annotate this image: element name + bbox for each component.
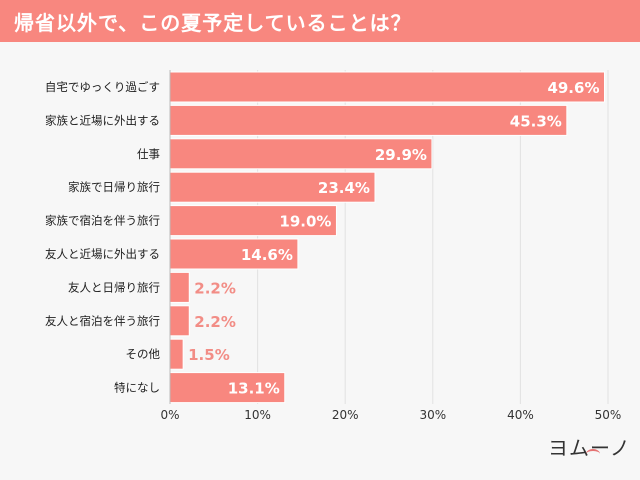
- x-tick-label: 50%: [595, 408, 622, 422]
- x-tick-label: 20%: [332, 408, 359, 422]
- logo-smile-icon: [586, 449, 600, 459]
- data-label: 19.0%: [279, 213, 331, 231]
- data-label: 14.6%: [241, 246, 293, 264]
- bar: [169, 138, 433, 170]
- data-label: 13.1%: [228, 380, 280, 398]
- bar: [169, 238, 299, 270]
- category-label: 特になし: [114, 381, 160, 395]
- category-label: 家族と近場に外出する: [45, 113, 160, 127]
- data-label: 45.3%: [510, 112, 562, 130]
- data-label: 29.9%: [375, 146, 427, 164]
- bar: [169, 372, 286, 404]
- x-tick-label: 30%: [419, 408, 446, 422]
- category-label: 友人と近場に外出する: [45, 247, 160, 261]
- category-label: 友人と日帰り旅行: [68, 280, 160, 294]
- x-tick-label: 10%: [244, 408, 271, 422]
- bar: [169, 305, 190, 337]
- x-tick-label: 40%: [507, 408, 534, 422]
- bar: [169, 171, 376, 203]
- data-label: 23.4%: [318, 179, 370, 197]
- data-label: 2.2%: [194, 313, 236, 331]
- bar: [169, 338, 184, 370]
- bar: [169, 271, 190, 303]
- category-label: その他: [126, 347, 161, 361]
- category-label: 家族で日帰り旅行: [68, 180, 160, 194]
- x-tick-label: 0%: [160, 408, 179, 422]
- category-label: 友人と宿泊を伴う旅行: [45, 314, 160, 328]
- category-label: 仕事: [137, 147, 160, 161]
- data-label: 49.6%: [547, 79, 599, 97]
- category-label: 家族で宿泊を伴う旅行: [45, 214, 160, 228]
- page-title: 帰省以外で、この夏予定していることは？: [14, 11, 412, 35]
- bar: [169, 104, 568, 136]
- data-label: 2.2%: [194, 279, 236, 297]
- bar: [169, 205, 337, 237]
- category-label: 自宅でゆっくり過ごす: [45, 80, 160, 94]
- data-label: 1.5%: [188, 346, 230, 364]
- bar: [169, 71, 605, 103]
- title-banner: 帰省以外で、この夏予定していることは？: [0, 0, 640, 42]
